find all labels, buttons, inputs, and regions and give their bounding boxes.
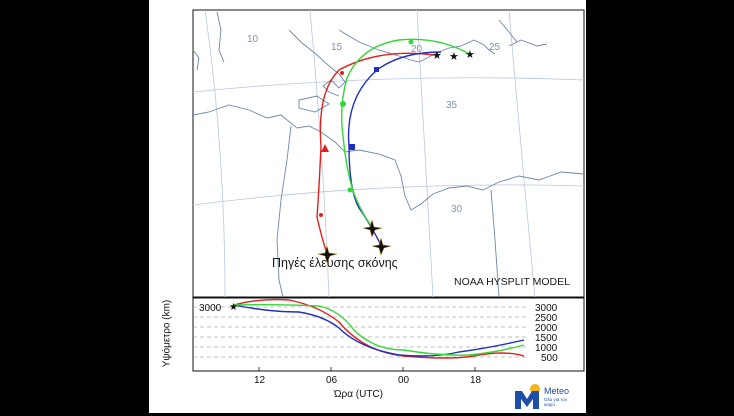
- model-label: NOAA HYSPLIT MODEL: [454, 276, 570, 288]
- altitude-start-star: ★: [229, 302, 238, 313]
- time-tick-12: 12: [254, 375, 266, 386]
- time-axis-label: Ώρα (UTC): [334, 389, 383, 400]
- lon-label-15: 15: [331, 42, 343, 53]
- level-1000: 1000: [535, 343, 558, 354]
- meteo-m-sun-logo-icon: [515, 384, 540, 409]
- hysplit-card: ★ ★ ★ 10 15 20 25 35 30 ★ 3000 3000 2500…: [149, 0, 586, 413]
- svg-text:★: ★: [465, 49, 475, 61]
- trajectory-blue: [347, 51, 442, 246]
- level-1500: 1500: [535, 333, 558, 344]
- time-tick-18: 18: [470, 375, 482, 386]
- lon-label-10: 10: [247, 34, 259, 45]
- map-markers: [319, 39, 414, 217]
- logo-tagline: Όλα για τον καιρό: [544, 397, 568, 407]
- source-markers: [317, 219, 392, 264]
- altitude-traces: [233, 298, 525, 359]
- lat-label-35: 35: [446, 100, 458, 111]
- altitude-frame: [192, 297, 585, 372]
- map-title: Πηγές έλευσης σκόνης: [272, 256, 398, 270]
- time-tick-06: 06: [326, 375, 338, 386]
- map-frame: [192, 9, 585, 298]
- altitude-trace-green: [233, 303, 525, 356]
- level-500: 500: [541, 353, 558, 364]
- svg-text:★: ★: [449, 51, 459, 63]
- trajectory-red: [316, 52, 435, 255]
- logo-name: Meteo: [544, 386, 570, 396]
- altitude-start-level: 3000: [199, 303, 222, 314]
- trajectory-green: [340, 38, 472, 230]
- level-3000: 3000: [535, 303, 558, 314]
- level-2000: 2000: [535, 323, 558, 334]
- coastlines: [192, 11, 585, 298]
- time-ticks: [258, 367, 476, 371]
- altitude-axis-label: Υψόμετρο (km): [161, 299, 173, 368]
- meteo-logo: Meteo Όλα για τον καιρό: [513, 383, 583, 411]
- map-trajectories: [316, 38, 472, 255]
- lat-label-30: 30: [451, 204, 463, 215]
- level-2500: 2500: [535, 313, 558, 324]
- lon-label-25: 25: [489, 42, 501, 53]
- altitude-trace-blue: [233, 304, 525, 357]
- hysplit-figure: ★ ★ ★ 10 15 20 25 35 30 ★ 3000 3000 2500…: [192, 9, 585, 386]
- time-tick-00: 00: [398, 375, 410, 386]
- end-stars: ★ ★ ★: [432, 49, 475, 63]
- lon-label-20: 20: [411, 44, 423, 55]
- svg-text:★: ★: [432, 50, 442, 62]
